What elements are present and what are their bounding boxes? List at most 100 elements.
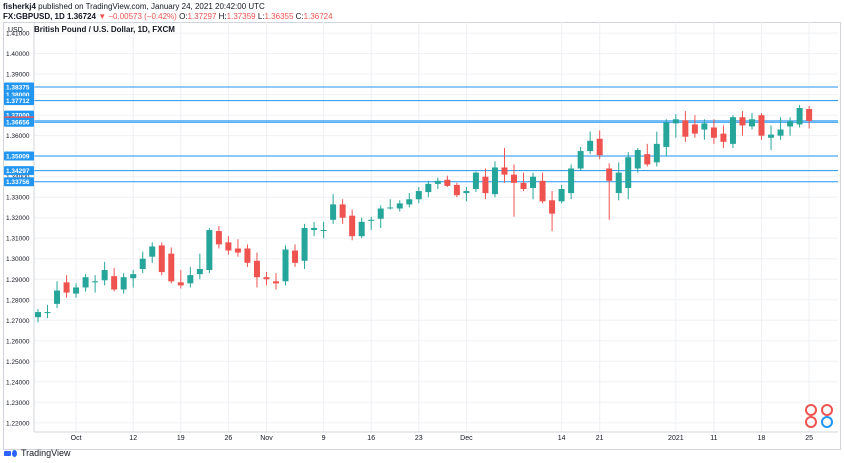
x-tick-label: 19 — [177, 435, 185, 442]
low-label: L: — [257, 12, 265, 21]
candle-body — [253, 260, 260, 278]
author-name: fisherkj4 — [3, 2, 36, 11]
candle-body — [615, 172, 622, 194]
grid-lines — [34, 22, 838, 432]
x-tick-label: 23 — [415, 435, 423, 442]
candle-body — [196, 268, 203, 275]
x-tick-label: 12 — [129, 435, 137, 442]
x-tick-label: Nov — [260, 435, 273, 442]
price-tag-label: 1.37712 — [6, 98, 30, 105]
candle-body — [311, 227, 318, 231]
candle-body — [177, 282, 184, 286]
candle-body — [406, 199, 413, 205]
candle-body — [273, 281, 279, 284]
y-tick-label: 1.28000 — [6, 297, 30, 304]
y-tick-label: 1.22000 — [6, 420, 30, 427]
time-axis[interactable]: Oct 12 19 26 Nov 9 16 23 Dec 14 21 2021 11 18 25 — [34, 431, 838, 442]
candle-body — [501, 167, 508, 175]
candle-body — [82, 277, 89, 288]
high-label: H: — [218, 12, 227, 21]
candle-body — [111, 276, 118, 290]
x-tick-label: Dec — [460, 435, 473, 442]
candle-body — [806, 109, 813, 121]
price-tag-label: 1.35009 — [6, 154, 30, 161]
candles — [35, 104, 813, 323]
price-tag-bg — [4, 177, 34, 187]
candle-body — [339, 204, 346, 218]
candle-body — [44, 312, 51, 314]
candle-body — [558, 189, 565, 202]
candle-body — [358, 221, 365, 237]
candle-body — [54, 290, 61, 304]
x-tick-label: 2021 — [668, 435, 684, 442]
y-tick-label: 1.29000 — [6, 277, 30, 284]
x-tick-label: 9 — [322, 435, 326, 442]
publish-text: published on TradingView.com, January 24… — [38, 2, 265, 11]
candle-body — [330, 204, 337, 220]
currency-label: USD — [8, 27, 23, 34]
candle-body — [691, 124, 698, 134]
candle-body — [663, 122, 670, 147]
candle-body — [349, 215, 356, 237]
price-tag-bg — [4, 96, 34, 106]
y-tick-label: 1.26000 — [6, 338, 30, 345]
price-tag-label: 1.36656 — [6, 120, 30, 127]
candle-body — [387, 207, 394, 209]
x-tick-label: 26 — [225, 435, 233, 442]
candle-body — [787, 121, 794, 127]
x-tick-label: 11 — [710, 435, 717, 442]
tradingview-logo-icon — [4, 449, 18, 458]
price-tag-bg — [4, 117, 34, 127]
price-tag-bg — [4, 82, 34, 92]
candle-body — [596, 138, 603, 156]
price-tag-label: 1.38000 — [6, 92, 30, 99]
candle-body — [777, 129, 784, 136]
candle-body — [206, 230, 213, 271]
candle-body — [130, 274, 137, 279]
price-axis[interactable]: USD1.410001.400001.390001.380001.370001.… — [4, 22, 35, 432]
candle-body — [444, 179, 451, 186]
candle-body — [396, 203, 403, 209]
candle-body — [625, 157, 632, 188]
horizontal-levels — [34, 86, 838, 183]
y-tick-label: 1.25000 — [6, 359, 30, 366]
candle-body — [672, 119, 679, 124]
candle-body — [244, 248, 251, 263]
symbol-label: FX:GBPUSD, 1D — [3, 12, 65, 21]
candle-body — [263, 277, 270, 280]
candle-body — [187, 275, 194, 284]
price-tag-bg — [4, 166, 34, 176]
candle-body — [35, 312, 41, 318]
candle-body — [101, 270, 108, 281]
price-tag-label: 1.33756 — [6, 179, 30, 186]
candle-body — [292, 250, 299, 263]
chart-frame — [3, 22, 841, 450]
y-tick-label: 1.24000 — [6, 379, 30, 386]
x-tick-label: 14 — [558, 435, 566, 442]
candle-body — [377, 208, 384, 219]
close-label: C: — [295, 12, 304, 21]
candle-body — [729, 117, 736, 144]
x-tick-label: 25 — [805, 435, 813, 442]
candle-body — [73, 287, 80, 294]
y-tick-label: 1.41000 — [6, 31, 30, 38]
candle-body — [139, 258, 146, 269]
candle-body — [701, 123, 708, 130]
candle-body — [511, 174, 517, 183]
tradingview-brand: TradingView — [21, 448, 71, 458]
high-value: 1.37359 — [226, 12, 256, 21]
y-tick-label: 1.36000 — [6, 133, 30, 140]
candle-body — [653, 143, 660, 163]
open-label: O: — [179, 12, 188, 21]
candle-body — [491, 167, 498, 195]
close-value: 1.36724 — [303, 12, 333, 21]
candle-body — [120, 277, 127, 290]
open-value: 1.37297 — [187, 12, 217, 21]
candle-body — [301, 227, 308, 261]
candle-body — [415, 191, 422, 200]
candle-body — [92, 281, 99, 283]
candle-body — [682, 120, 689, 137]
candle-body — [720, 133, 727, 142]
tradingview-footer[interactable]: TradingView — [4, 448, 71, 458]
